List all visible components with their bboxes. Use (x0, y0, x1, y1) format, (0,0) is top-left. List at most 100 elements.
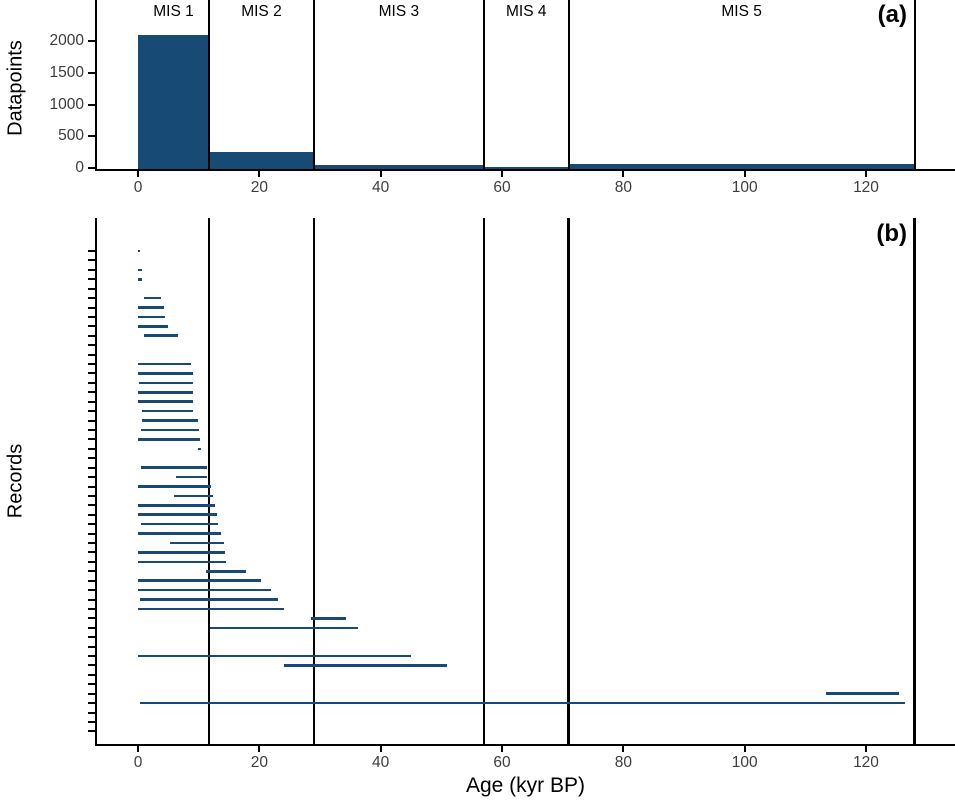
record-line (140, 428, 199, 432)
mis-zone-label: MIS 3 (378, 3, 420, 20)
record-row-tick (88, 702, 95, 705)
record-line (137, 268, 142, 272)
axis-tick (379, 746, 382, 752)
record-line (176, 475, 207, 479)
panel-a-y-axis-line (95, 0, 97, 171)
record-row-tick (88, 523, 95, 526)
record-row-tick (88, 297, 95, 300)
mis-boundary-line (913, 218, 916, 744)
record-row-tick (88, 410, 95, 413)
record-line (137, 588, 271, 592)
record-row-tick (88, 391, 95, 394)
record-row-tick (88, 419, 95, 422)
record-line (173, 494, 213, 498)
panel-a-y-axis-title: Datapoints (4, 40, 27, 136)
record-row-tick (88, 532, 95, 535)
record-row-tick (88, 363, 95, 366)
axis-tick (743, 746, 746, 752)
x-tick-label: 20 (250, 754, 268, 771)
record-line (141, 522, 219, 526)
record-line (137, 532, 221, 535)
record-line (311, 617, 347, 620)
record-line (137, 372, 193, 375)
x-tick-label: 100 (731, 754, 758, 771)
record-line (170, 541, 225, 545)
panel-a-label: (a) (877, 1, 907, 28)
mis-zone-label: MIS 4 (506, 3, 547, 20)
record-line (197, 447, 202, 451)
mis-boundary-line (312, 0, 315, 169)
x-tick-label: 80 (614, 179, 632, 196)
record-row-tick (88, 447, 95, 450)
record-line (137, 607, 284, 611)
record-line (138, 249, 140, 253)
record-line (137, 306, 165, 309)
record-row-tick (88, 381, 95, 384)
record-row-tick (88, 287, 95, 290)
record-line (137, 277, 142, 281)
axis-tick (88, 167, 95, 169)
record-line (206, 569, 247, 573)
record-row-tick (88, 504, 95, 507)
histogram-bar (138, 35, 209, 170)
histogram-bar (568, 164, 915, 170)
record-row-tick (88, 579, 95, 582)
record-line (137, 513, 217, 517)
axis-tick (137, 171, 139, 177)
record-line (143, 334, 178, 338)
panel-b-x-axis-line (95, 744, 955, 746)
record-row-tick (88, 683, 95, 686)
record-line (141, 419, 198, 422)
record-row-tick (88, 278, 95, 281)
histogram-bar (483, 167, 569, 170)
histogram-bar (313, 164, 484, 170)
record-row-tick (88, 589, 95, 592)
record-line (137, 654, 412, 658)
x-tick-label: 80 (614, 754, 632, 771)
axis-tick (88, 135, 95, 138)
record-row-tick (88, 250, 95, 252)
record-line (137, 362, 191, 366)
axis-tick (865, 746, 867, 752)
x-tick-label: 120 (853, 179, 879, 196)
record-line (143, 296, 161, 300)
axis-tick (88, 72, 95, 75)
x-axis-title: Age (kyr BP) (465, 774, 586, 797)
record-row-tick (88, 551, 95, 554)
record-line (137, 560, 227, 564)
record-line (137, 579, 262, 582)
record-line (137, 551, 226, 554)
y-tick-label: 2000 (49, 32, 84, 50)
axis-tick (379, 171, 382, 177)
mis-boundary-line (567, 218, 570, 744)
x-tick-label: 60 (493, 754, 511, 771)
record-row-tick (88, 259, 95, 262)
histogram-bar (208, 151, 314, 170)
record-line (283, 664, 447, 667)
record-row-tick (88, 570, 95, 573)
record-row-tick (88, 438, 95, 441)
record-line (137, 400, 193, 403)
record-line (141, 409, 193, 413)
mis-boundary-line (567, 0, 570, 169)
x-tick-label: 40 (372, 754, 390, 771)
x-tick-label: 0 (133, 179, 143, 196)
record-row-tick (88, 457, 95, 460)
record-row-tick (88, 645, 95, 648)
axis-tick (501, 171, 503, 177)
x-tick-label: 20 (250, 179, 268, 196)
mis-zone-label: MIS 2 (241, 3, 282, 20)
y-tick-label: 0 (75, 159, 84, 176)
axis-tick (88, 103, 95, 106)
record-line (137, 438, 200, 441)
panel-b-y-axis-line (95, 218, 97, 746)
record-line (137, 485, 211, 488)
y-tick-label: 1500 (49, 64, 84, 82)
record-row-tick (88, 655, 95, 658)
record-row-tick (88, 617, 95, 620)
panel-a-x-axis-line (95, 169, 955, 171)
record-row-tick (88, 636, 95, 639)
axis-tick (258, 746, 261, 752)
record-line (137, 315, 166, 319)
